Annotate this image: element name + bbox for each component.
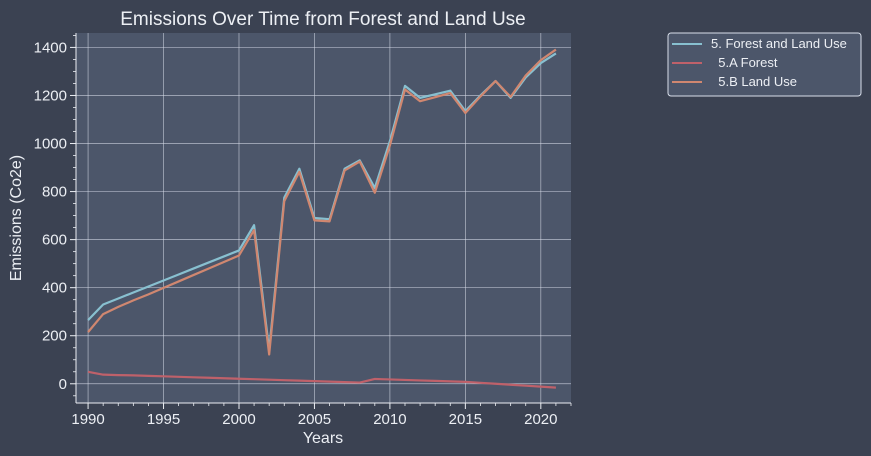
legend-box xyxy=(667,32,862,97)
legend-label-forest-land-use: 5. Forest and Land Use xyxy=(711,36,847,51)
x-tick-label: 1990 xyxy=(71,411,104,428)
legend-label-forest: 5.A Forest xyxy=(711,55,778,70)
y-tick-label: 0 xyxy=(59,376,67,393)
y-tick-label: 1200 xyxy=(34,87,67,104)
axes: 1990 1995 2000 2005 2010 2015 2020 0 200 400 600 80… xyxy=(34,33,572,428)
grid xyxy=(76,33,571,403)
y-tick-label: 600 xyxy=(42,232,67,249)
series-line-forest xyxy=(87,370,556,389)
y-tick-label: 200 xyxy=(42,328,67,345)
x-tick-label: 1995 xyxy=(147,411,180,428)
y-tick-label: 1400 xyxy=(34,39,67,56)
x-tick-label: 2005 xyxy=(298,411,331,428)
y-tick-label: 800 xyxy=(42,184,67,201)
y-axis-title: Emissions (Co2e) xyxy=(8,155,25,281)
x-tick-label: 2010 xyxy=(373,411,406,428)
legend-label-land-use: 5.B Land Use xyxy=(711,74,797,89)
chart-title: Emissions Over Time from Forest and Land… xyxy=(120,9,525,30)
legend: 5. Forest and Land Use 5.A Forest 5.B La… xyxy=(667,32,862,97)
x-tick-label: 2015 xyxy=(449,411,482,428)
x-tick-label: 2000 xyxy=(222,411,255,428)
series-lines xyxy=(87,48,557,389)
y-tick-label: 400 xyxy=(42,280,67,297)
series-line-land-use xyxy=(87,48,557,356)
x-tick-label: 2020 xyxy=(524,411,557,428)
y-tick-label: 1000 xyxy=(34,136,67,153)
x-axis-title: Years xyxy=(303,430,343,447)
